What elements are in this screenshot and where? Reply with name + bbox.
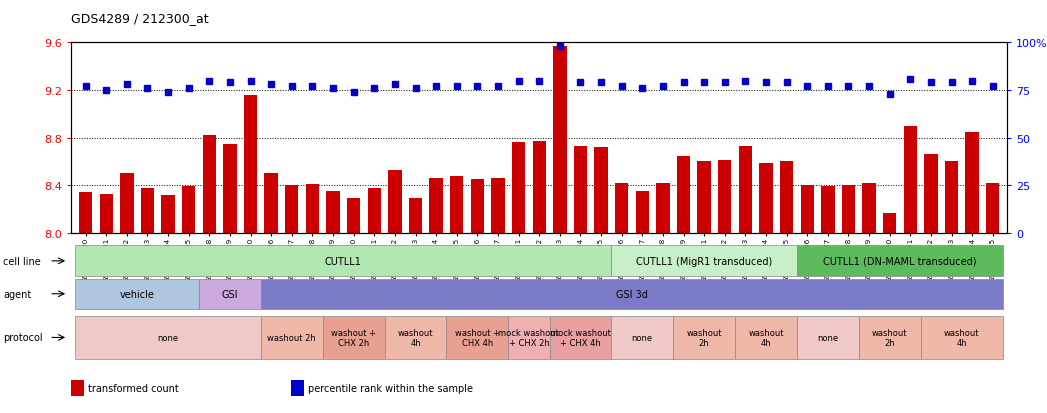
Bar <box>759 163 773 233</box>
Bar <box>904 126 917 233</box>
Bar <box>429 179 443 233</box>
Bar <box>450 176 464 233</box>
Bar <box>471 180 484 233</box>
Text: washout
2h: washout 2h <box>687 328 721 347</box>
Bar <box>636 192 649 233</box>
Bar <box>203 136 216 233</box>
Bar <box>347 199 360 233</box>
Text: mock washout
+ CHX 4h: mock washout + CHX 4h <box>550 328 610 347</box>
Bar <box>244 95 258 233</box>
Bar <box>780 162 794 233</box>
Bar <box>99 194 113 233</box>
Text: protocol: protocol <box>3 332 43 343</box>
Bar <box>986 183 1000 233</box>
Bar <box>553 47 566 233</box>
Text: CUTLL1: CUTLL1 <box>325 256 362 266</box>
Bar <box>965 133 979 233</box>
Bar <box>120 174 134 233</box>
Text: GDS4289 / 212300_at: GDS4289 / 212300_at <box>71 12 208 25</box>
Bar <box>265 174 277 233</box>
Bar <box>533 142 545 233</box>
Text: none: none <box>157 333 179 342</box>
Text: washout +
CHX 2h: washout + CHX 2h <box>331 328 376 347</box>
Text: transformed count: transformed count <box>88 383 179 393</box>
Bar <box>697 162 711 233</box>
Text: vehicle: vehicle <box>119 289 155 299</box>
Bar <box>801 186 814 233</box>
Bar <box>883 213 896 233</box>
Text: CUTLL1 (DN-MAML transduced): CUTLL1 (DN-MAML transduced) <box>823 256 977 266</box>
Text: washout 2h: washout 2h <box>267 333 316 342</box>
Bar <box>79 193 92 233</box>
Bar <box>821 187 834 233</box>
Bar <box>842 186 855 233</box>
Bar <box>512 143 526 233</box>
Bar <box>491 179 505 233</box>
Text: CUTLL1 (MigR1 transduced): CUTLL1 (MigR1 transduced) <box>636 256 773 266</box>
Text: mock washout
+ CHX 2h: mock washout + CHX 2h <box>498 328 559 347</box>
Text: none: none <box>818 333 839 342</box>
Bar <box>388 171 402 233</box>
Bar <box>327 192 339 233</box>
Text: cell line: cell line <box>3 256 41 266</box>
Text: washout
4h: washout 4h <box>398 328 433 347</box>
Bar <box>595 148 607 233</box>
Bar <box>285 186 298 233</box>
Bar <box>574 147 587 233</box>
Bar <box>408 199 422 233</box>
Bar <box>925 155 938 233</box>
Text: GSI 3d: GSI 3d <box>616 289 648 299</box>
Bar <box>739 147 752 233</box>
Bar <box>718 161 732 233</box>
Bar <box>182 187 196 233</box>
Text: washout
4h: washout 4h <box>749 328 784 347</box>
Bar <box>944 162 958 233</box>
Text: none: none <box>631 333 653 342</box>
Text: GSI: GSI <box>222 289 239 299</box>
Bar <box>863 183 875 233</box>
Bar <box>223 144 237 233</box>
Text: washout +
CHX 4h: washout + CHX 4h <box>454 328 499 347</box>
Text: washout
4h: washout 4h <box>944 328 980 347</box>
Bar <box>615 183 628 233</box>
Bar <box>367 188 381 233</box>
Text: percentile rank within the sample: percentile rank within the sample <box>308 383 473 393</box>
Bar <box>140 188 154 233</box>
Text: washout
2h: washout 2h <box>872 328 908 347</box>
Bar <box>161 195 175 233</box>
Bar <box>306 185 319 233</box>
Bar <box>676 156 690 233</box>
Text: agent: agent <box>3 289 31 299</box>
Bar <box>656 183 670 233</box>
